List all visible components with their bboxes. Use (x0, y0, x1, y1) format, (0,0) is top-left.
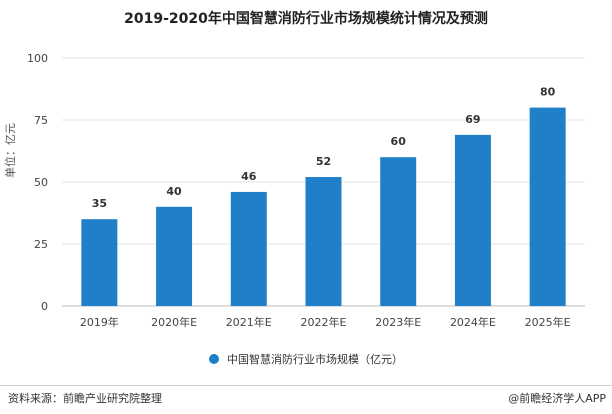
x-tick-label: 2025年E (525, 315, 571, 329)
x-tick-labels: 2019年 2020年E 2021年E 2022年E 2023年E 2024年E 2025年… (80, 315, 571, 329)
x-tick-label: 2019年 (80, 315, 119, 329)
bar-value-label: 69 (465, 113, 480, 126)
chart-title: 2019-2020年中国智慧消防行业市场规模统计情况及预测 (124, 11, 488, 27)
bar-chart: 0 25 50 75 100 35 40 46 52 60 69 80 2019年 2020年E 202… (27, 52, 585, 329)
bar-value-label: 80 (540, 86, 556, 99)
bar (454, 134, 491, 306)
x-tick-label: 2020年E (151, 315, 197, 329)
x-tick-label: 2024年E (450, 315, 496, 329)
bar-value-label: 60 (391, 135, 407, 148)
y-tick-label: 50 (34, 176, 48, 189)
bar (81, 219, 118, 306)
bar-value-label: 46 (241, 170, 257, 183)
y-tick-labels: 0 25 50 75 100 (27, 52, 48, 313)
y-tick-label: 0 (41, 300, 48, 313)
bar (380, 157, 417, 306)
bars (81, 107, 566, 306)
bar-value-labels: 35 40 46 52 60 69 80 (92, 86, 556, 211)
legend-label: 中国智慧消防行业市场规模（亿元） (227, 353, 403, 366)
bar (529, 107, 566, 306)
legend: 中国智慧消防行业市场规模（亿元） (0, 351, 612, 367)
bar (305, 177, 342, 306)
legend-marker (209, 354, 219, 364)
x-tick-label: 2022年E (301, 315, 347, 329)
y-tick-label: 75 (34, 114, 48, 127)
footer: 资料来源：前瞻产业研究院整理 @前瞻经济学人APP (0, 385, 612, 414)
bar (156, 206, 193, 306)
bar-value-label: 40 (166, 185, 182, 198)
source-text: 资料来源：前瞻产业研究院整理 (8, 392, 162, 405)
bar-value-label: 52 (316, 155, 331, 168)
y-tick-label: 100 (27, 52, 48, 65)
bar-value-label: 35 (92, 197, 107, 210)
y-tick-label: 25 (34, 238, 48, 251)
x-tick-label: 2021年E (226, 315, 272, 329)
brand-text: @前瞻经济学人APP (508, 392, 606, 405)
bar (230, 191, 267, 306)
x-tick-label: 2023年E (375, 315, 421, 329)
